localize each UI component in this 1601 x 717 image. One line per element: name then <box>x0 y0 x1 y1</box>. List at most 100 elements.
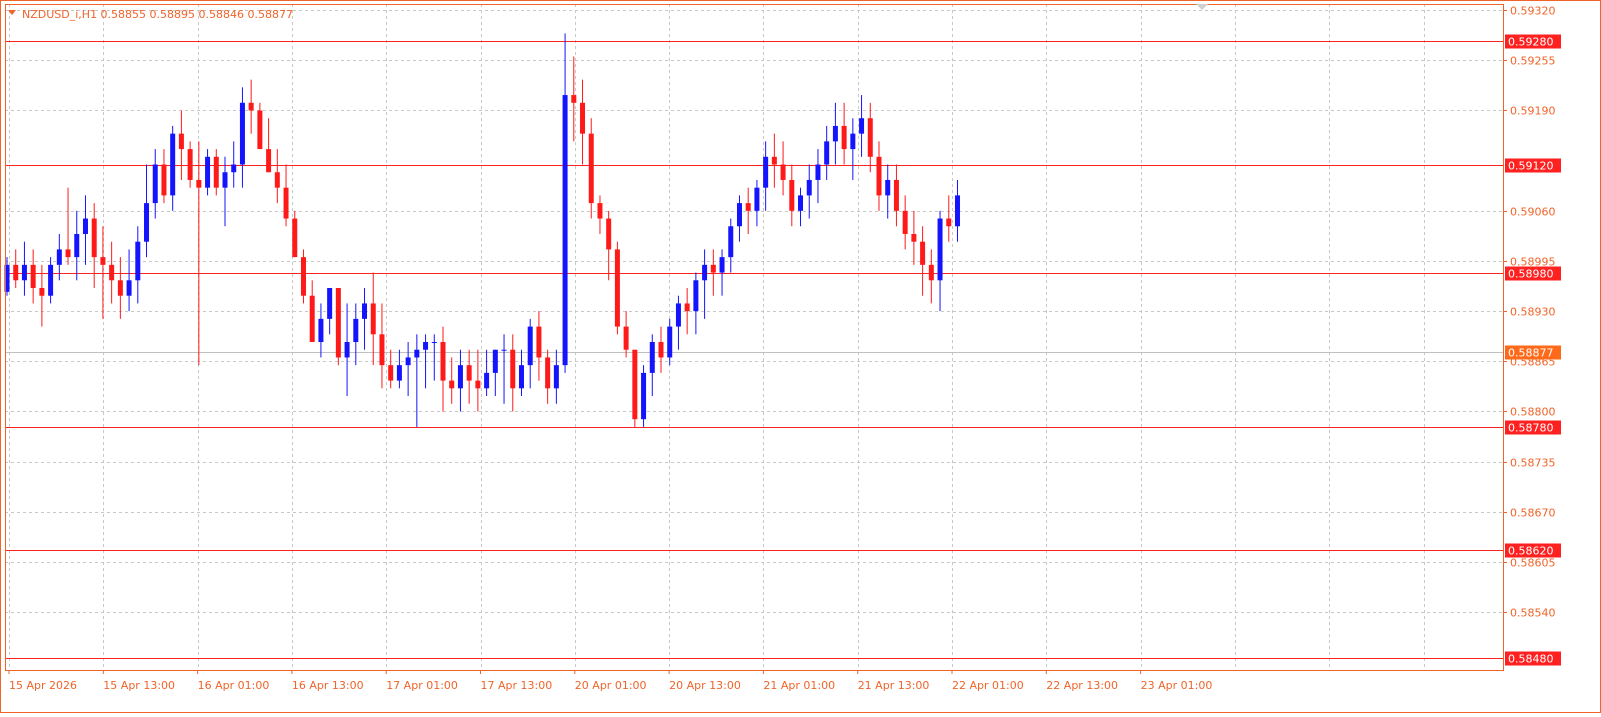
candle-body <box>736 203 742 227</box>
candles <box>4 33 960 427</box>
candle-body <box>754 187 760 211</box>
candle-body <box>893 179 899 211</box>
candle-body <box>946 218 952 227</box>
candle-body <box>580 102 586 134</box>
candle-body <box>527 326 533 366</box>
candle-body <box>196 179 202 188</box>
candle-body <box>798 195 804 211</box>
candle-body <box>117 280 123 296</box>
candle-body <box>274 172 280 188</box>
candle-body <box>902 210 908 234</box>
price-axis: 0.593200.592550.591900.590600.589950.589… <box>1503 5 1561 666</box>
candle-body <box>283 187 289 219</box>
candle-body <box>920 241 926 265</box>
candle-body <box>266 149 272 173</box>
candle-body <box>231 164 237 173</box>
candle-body <box>702 264 708 281</box>
candle-body <box>475 380 481 389</box>
price-level-label: 0.59280 <box>1508 36 1554 49</box>
candle-body <box>388 365 394 381</box>
candle-body <box>74 233 80 258</box>
candle-body <box>719 257 725 273</box>
x-tick-label: 17 Apr 01:00 <box>386 679 458 692</box>
grid <box>5 4 1503 670</box>
candle-body <box>562 95 568 366</box>
x-tick-label: 23 Apr 01:00 <box>1141 679 1213 692</box>
y-tick-label: 0.59320 <box>1510 5 1556 18</box>
candle-body <box>126 280 132 296</box>
y-tick-label: 0.58540 <box>1510 607 1556 620</box>
candle-body <box>135 241 141 281</box>
candle-body <box>545 357 551 389</box>
x-tick-label: 16 Apr 13:00 <box>292 679 364 692</box>
candle-body <box>841 125 847 150</box>
candle-body <box>335 287 341 358</box>
y-tick-label: 0.58605 <box>1510 557 1556 570</box>
candle-body <box>824 141 830 165</box>
y-tick-label: 0.59190 <box>1510 105 1556 118</box>
candle-body <box>91 218 97 258</box>
candle-body <box>30 264 36 288</box>
candle-body <box>379 334 385 366</box>
price-level-label-bg <box>1505 543 1561 558</box>
candle-body <box>309 295 315 343</box>
x-tick-label: 15 Apr 2026 <box>9 679 77 692</box>
y-tick-label: 0.58995 <box>1510 256 1556 269</box>
x-tick-label: 16 Apr 01:00 <box>198 679 270 692</box>
candle-body <box>911 233 917 242</box>
candle-body <box>684 303 690 312</box>
candle-body <box>937 218 943 281</box>
candle-body <box>510 349 516 389</box>
candle-body <box>806 179 812 196</box>
candle-body <box>56 249 62 265</box>
candle-body <box>789 179 795 211</box>
candle-body <box>65 249 71 258</box>
price-level-label-bg <box>1505 34 1561 49</box>
candle-body <box>501 349 507 351</box>
candle-body <box>396 365 402 381</box>
candle-body <box>536 326 542 358</box>
candle-body <box>632 349 638 420</box>
y-tick-label: 0.59060 <box>1510 206 1556 219</box>
candle-body <box>239 102 245 165</box>
candle-body <box>440 342 446 381</box>
candle-body <box>187 149 193 180</box>
candle-body <box>606 218 612 250</box>
candle-body <box>876 156 882 196</box>
candle-body <box>728 226 734 258</box>
x-tick-label: 22 Apr 01:00 <box>952 679 1024 692</box>
triangle-down-icon[interactable] <box>8 10 16 15</box>
candle-body <box>100 257 106 265</box>
current-price-label-bg <box>1505 345 1561 360</box>
candle-body <box>170 133 176 196</box>
candle-body <box>623 326 629 350</box>
candle-body <box>771 156 777 165</box>
candle-body <box>213 156 219 188</box>
candle-body <box>414 349 420 358</box>
price-level-label-bg <box>1505 651 1561 666</box>
candle-body <box>466 365 472 381</box>
candle-body <box>431 342 437 344</box>
candle-body <box>484 372 490 389</box>
candle-body <box>780 164 786 180</box>
x-tick-label: 21 Apr 01:00 <box>763 679 835 692</box>
candle-body <box>222 172 228 188</box>
candle-body <box>205 156 211 188</box>
candle-body <box>492 349 498 373</box>
price-level-label: 0.58780 <box>1508 422 1554 435</box>
candle-body <box>39 287 45 296</box>
candle-body <box>178 133 184 150</box>
candle-body <box>248 102 254 111</box>
shift-marker-icon <box>1196 4 1208 10</box>
candle-body <box>82 218 88 234</box>
x-tick-label: 21 Apr 13:00 <box>858 679 930 692</box>
current-price-label: 0.58877 <box>1508 347 1554 360</box>
price-level-label: 0.58620 <box>1508 545 1554 558</box>
x-tick-label: 20 Apr 01:00 <box>575 679 647 692</box>
x-tick-label: 20 Apr 13:00 <box>669 679 741 692</box>
price-levels <box>5 41 1503 659</box>
candle-body <box>327 287 333 319</box>
candle-body <box>571 95 577 103</box>
